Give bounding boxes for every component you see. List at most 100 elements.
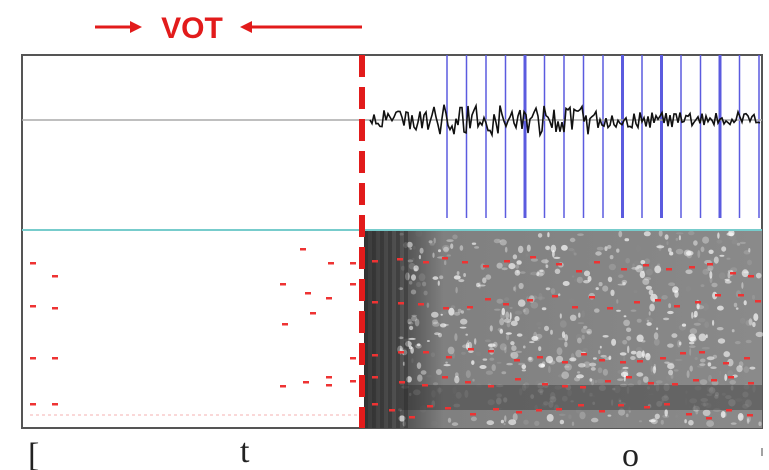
formant-dot [515,378,521,381]
speckle [564,365,570,368]
formant-dot [556,263,562,266]
speckle [697,306,700,309]
formant-dot [674,305,680,308]
formant-dot [748,382,754,385]
speckle [400,265,406,271]
speckle [689,398,698,404]
speckle [545,258,548,267]
speckle [539,269,544,273]
speckle [611,338,617,346]
speckle [675,248,684,255]
speckle [521,336,528,341]
speckle [571,275,575,278]
speckle [721,246,727,252]
speckle [596,378,605,384]
speckle [455,391,462,399]
speckle [465,333,469,336]
speckle [641,350,645,359]
formant-dot [280,385,286,388]
speckle [568,414,572,420]
formant-dot [350,380,356,383]
formant-dot [634,301,640,304]
speckle [744,399,752,408]
formant-dot [372,260,378,263]
speckle [656,400,663,407]
speckle [755,331,764,338]
speckle [610,289,615,296]
speckle [451,422,459,426]
formant-dot [537,356,543,359]
formant-dot [326,376,332,379]
speckle [661,395,669,402]
formant-dot [488,350,494,353]
speckle [632,263,635,269]
speckle [700,284,705,287]
speckle [508,419,517,426]
formant-dot [660,357,666,360]
speckle [487,399,495,406]
speckle [409,280,413,285]
formant-dot [744,357,750,360]
speckle [702,268,709,275]
speckle [406,376,412,383]
speckle [523,307,530,315]
speckle [643,231,651,237]
speckle [561,331,566,339]
speckle [703,402,706,407]
speckle [510,351,513,357]
formant-dot [620,361,626,364]
speckle [636,334,644,342]
speckle [694,357,698,360]
speckle [499,318,505,326]
speckle [653,332,659,340]
speckle [496,397,502,405]
speckle [595,251,602,256]
speckle [499,329,504,334]
speckle [722,411,727,418]
speckle [412,245,416,250]
speckle [709,259,715,263]
speckle [697,365,705,368]
speckle [589,392,593,397]
speckle [453,403,461,408]
speckle [439,323,447,328]
speckle [506,333,510,341]
speckle [586,328,592,335]
speckle [587,275,592,282]
speckle [450,243,454,249]
speckle [663,394,668,399]
arrow-head [130,21,142,33]
speckle [743,384,750,390]
formant-dot [530,256,536,259]
speckle [432,252,435,258]
speckle [414,318,420,327]
formant-dot [427,405,433,408]
speckle [431,421,438,426]
formant-dot [326,297,332,300]
speckle [410,289,417,295]
formant-dot [643,264,649,267]
speckle [602,368,609,376]
speckle [673,369,679,372]
speckle [590,367,596,371]
formant-dots [30,248,761,420]
speckle [411,315,418,322]
speckle [714,394,719,399]
speckle [668,282,675,287]
speckle [470,416,477,422]
speckle [410,346,414,354]
speckle [737,413,744,421]
formant-dot [626,376,632,379]
speckle [484,339,492,343]
speckle [693,404,696,412]
speckle [436,387,443,393]
speckle [692,405,700,412]
speckle [697,250,701,259]
speckle [550,329,553,335]
speckle [618,398,622,404]
formant-dot [443,307,449,310]
speckle [432,319,438,325]
speckle [468,350,474,353]
speckle [514,269,521,276]
speckle [609,255,614,260]
